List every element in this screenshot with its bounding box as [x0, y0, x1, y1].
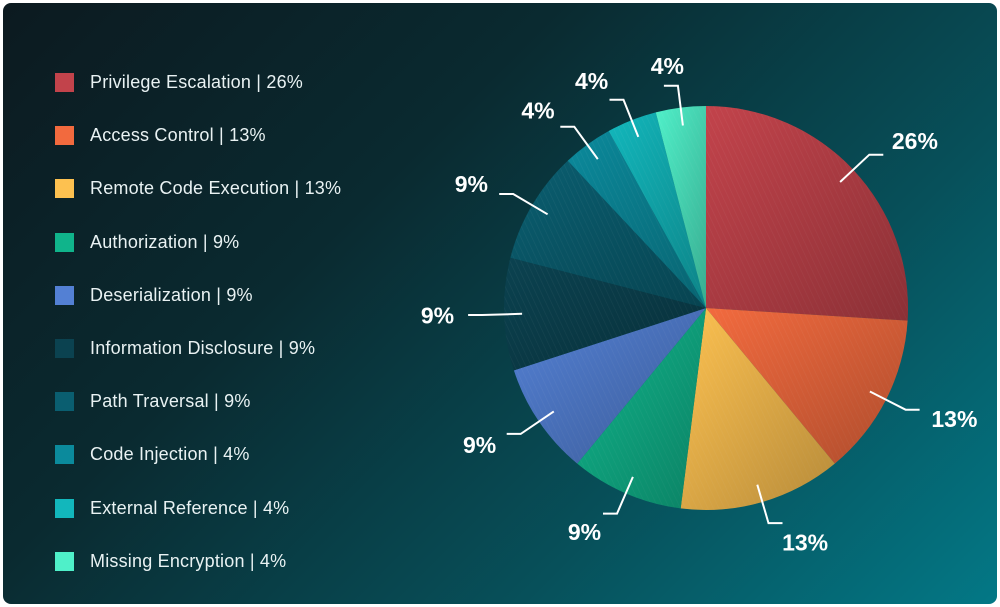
pie-slice-external-reference: [608, 112, 706, 308]
pie-slice-remote-code-execution: [680, 308, 835, 511]
leader-line: [839, 153, 884, 183]
pie-slice-access-control: [706, 308, 908, 464]
pie-chart: 26% 13% 13% 9% 9% 9% 9% 4% 4% 4%: [421, 53, 978, 555]
data-label: 9%: [463, 432, 496, 458]
legend-item-remote-code-execution: Remote Code Execution | 13%: [55, 162, 341, 215]
leader-line: [560, 125, 599, 160]
legend-label: External Reference | 4%: [90, 497, 290, 518]
legend-swatch: [55, 498, 74, 518]
chart-card: Privilege Escalation | 26% Access Control…: [3, 3, 997, 604]
legend-label: Path Traversal | 9%: [90, 391, 251, 412]
leader-line: [499, 193, 549, 216]
leader-line: [663, 84, 684, 126]
legend-item-access-control: Access Control | 13%: [55, 109, 341, 162]
data-label: 4%: [575, 68, 608, 94]
legend-swatch: [55, 232, 74, 252]
legend-item-information-disclosure: Information Disclosure | 9%: [55, 322, 341, 375]
pie-slices: [504, 106, 908, 511]
data-label: 4%: [521, 98, 554, 124]
leader-line: [756, 484, 783, 525]
legend-label: Access Control | 13%: [90, 125, 266, 146]
leader-line: [869, 390, 920, 411]
legend-label: Remote Code Execution | 13%: [90, 178, 342, 199]
data-label: 9%: [421, 303, 454, 329]
legend-swatch: [55, 392, 74, 412]
legend-swatch: [55, 285, 74, 305]
legend-label: Code Injection | 4%: [90, 444, 250, 465]
pie-slice-privilege-escalation: [706, 106, 908, 321]
legend-label: Information Disclosure | 9%: [90, 338, 316, 359]
leader-line: [468, 312, 523, 316]
legend-swatch: [55, 73, 74, 93]
leader-line: [609, 98, 640, 138]
data-label: 9%: [568, 519, 601, 545]
legend-label: Deserialization | 9%: [90, 284, 253, 305]
leader-line: [506, 410, 555, 435]
data-label: 9%: [455, 171, 488, 197]
data-label: 13%: [931, 406, 977, 432]
pie-slice-missing-encryption: [655, 106, 706, 308]
legend-label: Missing Encryption | 4%: [90, 550, 287, 571]
legend-swatch: [55, 551, 74, 571]
pie-slice-authorization: [577, 308, 706, 509]
legend-item-missing-encryption: Missing Encryption | 4%: [55, 535, 341, 588]
pie-slice-information-disclosure: [504, 257, 706, 371]
data-label: 13%: [782, 529, 828, 555]
legend-swatch: [55, 179, 74, 199]
legend-item-authorization: Authorization | 9%: [55, 216, 341, 269]
pie-slice-code-injection: [567, 130, 706, 308]
legend-item-code-injection: Code Injection | 4%: [55, 428, 341, 481]
legend-label: Authorization | 9%: [90, 231, 240, 252]
legend: Privilege Escalation | 26% Access Control…: [55, 56, 341, 588]
legend-item-privilege-escalation: Privilege Escalation | 26%: [55, 56, 341, 109]
legend-item-deserialization: Deserialization | 9%: [55, 269, 341, 322]
legend-item-path-traversal: Path Traversal | 9%: [55, 375, 341, 428]
pie-labels: 26% 13% 13% 9% 9% 9% 9% 4% 4% 4%: [421, 53, 978, 555]
legend-swatch: [55, 126, 74, 146]
legend-item-external-reference: External Reference | 4%: [55, 482, 341, 535]
leader-line: [603, 476, 634, 515]
legend-label: Privilege Escalation | 26%: [90, 72, 303, 93]
data-label: 4%: [651, 53, 684, 79]
legend-swatch: [55, 445, 74, 465]
pie-slice-path-traversal: [510, 160, 706, 308]
data-label: 26%: [892, 128, 938, 154]
pie-slice-deserialization: [513, 308, 706, 464]
legend-swatch: [55, 339, 74, 359]
